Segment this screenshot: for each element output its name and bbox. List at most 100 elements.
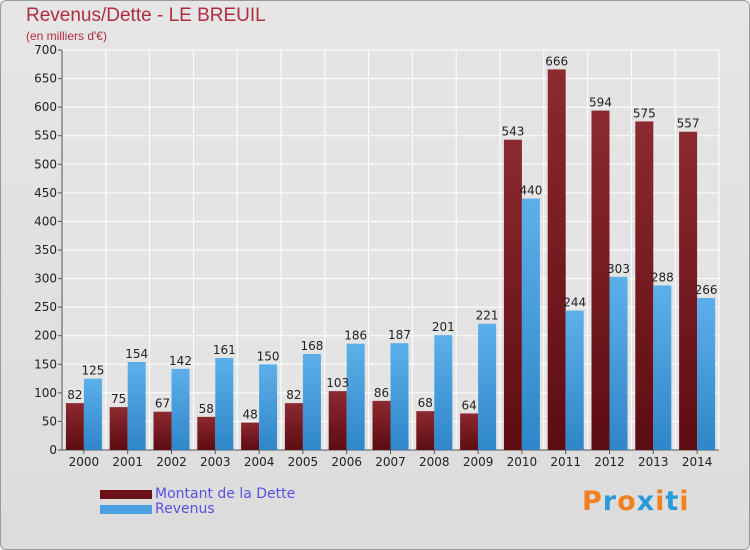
- bar-dette: [65, 403, 84, 450]
- bar-dette: [547, 69, 566, 450]
- bar-dette: [591, 110, 610, 451]
- data-label-dette: 68: [418, 396, 433, 410]
- y-tick-label: 300: [34, 272, 57, 286]
- bar-revenus: [521, 198, 540, 450]
- data-label-dette: 48: [242, 408, 257, 422]
- x-tick-label: 2004: [244, 455, 275, 469]
- data-labels: 82 125 75 154 67 142 58 161 48 150 82 168 103 186 86 18…: [67, 54, 717, 421]
- y-tick-label: 200: [34, 329, 57, 343]
- data-label-dette: 557: [677, 117, 700, 131]
- bar-revenus: [171, 368, 190, 450]
- data-label-dette: 67: [155, 397, 170, 411]
- x-tick-label: 2005: [288, 455, 319, 469]
- bar-dette: [197, 416, 216, 450]
- chart-title: Revenus/Dette - LE BREUIL: [26, 5, 266, 26]
- bar-dette: [635, 121, 654, 450]
- y-tick-label: 150: [34, 357, 57, 371]
- legend-swatch-dette: [100, 490, 152, 499]
- logo-letter: P: [582, 486, 603, 517]
- bar-revenus: [215, 358, 234, 450]
- bar-dette: [679, 131, 698, 450]
- bar-revenus: [609, 276, 628, 450]
- x-tick-label: 2007: [375, 455, 406, 469]
- data-label-revenus: 186: [344, 329, 367, 343]
- x-tick-label: 2008: [419, 455, 450, 469]
- data-label-revenus: 168: [300, 339, 323, 353]
- legend-label-revenus: Revenus: [155, 501, 215, 517]
- data-label-dette: 82: [286, 388, 301, 402]
- x-tick-label: 2011: [550, 455, 581, 469]
- bar-dette: [284, 403, 303, 450]
- y-tick-label: 50: [42, 414, 57, 428]
- data-label-revenus: 244: [563, 296, 586, 310]
- bar-revenus: [83, 378, 102, 450]
- bar-dette: [416, 411, 435, 450]
- data-label-revenus: 150: [257, 349, 280, 363]
- x-tick-label: 2000: [69, 455, 100, 469]
- y-tick-label: 500: [34, 157, 57, 171]
- y-tick-label: 250: [34, 300, 57, 314]
- logo-letter: t: [665, 486, 680, 517]
- logo-letter: i: [679, 486, 690, 517]
- data-label-dette: 575: [633, 106, 656, 120]
- data-label-dette: 543: [501, 125, 524, 139]
- legend-swatch-revenus: [100, 505, 152, 514]
- bar-revenus: [478, 323, 497, 450]
- data-label-dette: 103: [326, 376, 349, 390]
- y-tick-label: 700: [34, 43, 57, 57]
- data-label-revenus: 303: [607, 262, 630, 276]
- bar-dette: [372, 400, 391, 450]
- bar-revenus: [434, 335, 453, 450]
- logo-letter: r: [602, 486, 618, 517]
- y-tick-label: 550: [34, 129, 57, 143]
- data-label-dette: 594: [589, 96, 612, 110]
- bar-dette: [460, 413, 479, 450]
- y-tick-label: 400: [34, 214, 57, 228]
- logo-letter: x: [636, 486, 656, 517]
- bar-dette: [503, 139, 522, 450]
- data-label-revenus: 142: [169, 354, 192, 368]
- bar-revenus: [697, 298, 716, 450]
- bar-revenus: [302, 354, 321, 450]
- data-label-revenus: 187: [388, 328, 411, 342]
- bar-revenus: [390, 343, 409, 450]
- data-label-revenus: 161: [213, 343, 236, 357]
- proxiti-logo: Proxiti: [582, 486, 690, 517]
- x-tick-label: 2013: [638, 455, 669, 469]
- bar-revenus: [346, 343, 365, 450]
- data-label-revenus: 201: [432, 320, 455, 334]
- bar-revenus: [259, 364, 278, 450]
- data-label-revenus: 266: [695, 283, 718, 297]
- x-tick-label: 2009: [463, 455, 494, 469]
- data-label-dette: 82: [67, 388, 82, 402]
- bar-revenus: [127, 362, 146, 450]
- axes: 0 50 100 150 200 250 300 350 400 450 500 550 600 650 7…: [34, 43, 719, 469]
- logo-letter: o: [617, 486, 637, 517]
- data-label-revenus: 221: [476, 309, 499, 323]
- data-label-dette: 86: [374, 386, 389, 400]
- x-tick-label: 2002: [156, 455, 187, 469]
- data-label-dette: 75: [111, 392, 126, 406]
- data-label-revenus: 154: [125, 347, 148, 361]
- y-tick-label: 100: [34, 386, 57, 400]
- data-label-dette: 58: [199, 402, 214, 416]
- y-tick-label: 450: [34, 186, 57, 200]
- x-tick-label: 2006: [331, 455, 362, 469]
- bar-revenus: [653, 285, 672, 450]
- y-tick-label: 350: [34, 243, 57, 257]
- bar-dette: [241, 422, 260, 450]
- x-tick-label: 2012: [594, 455, 625, 469]
- data-label-revenus: 288: [651, 270, 674, 284]
- data-label-dette: 666: [545, 54, 568, 68]
- logo-letter: i: [655, 486, 666, 517]
- data-label-revenus: 125: [81, 364, 104, 378]
- bar-revenus: [565, 310, 584, 450]
- y-tick-label: 0: [49, 443, 57, 457]
- x-tick-label: 2001: [112, 455, 143, 469]
- x-tick-label: 2010: [507, 455, 538, 469]
- data-label-dette: 64: [461, 398, 476, 412]
- legend-label-dette: Montant de la Dette: [155, 486, 296, 502]
- x-tick-label: 2003: [200, 455, 231, 469]
- bar-dette: [109, 407, 128, 450]
